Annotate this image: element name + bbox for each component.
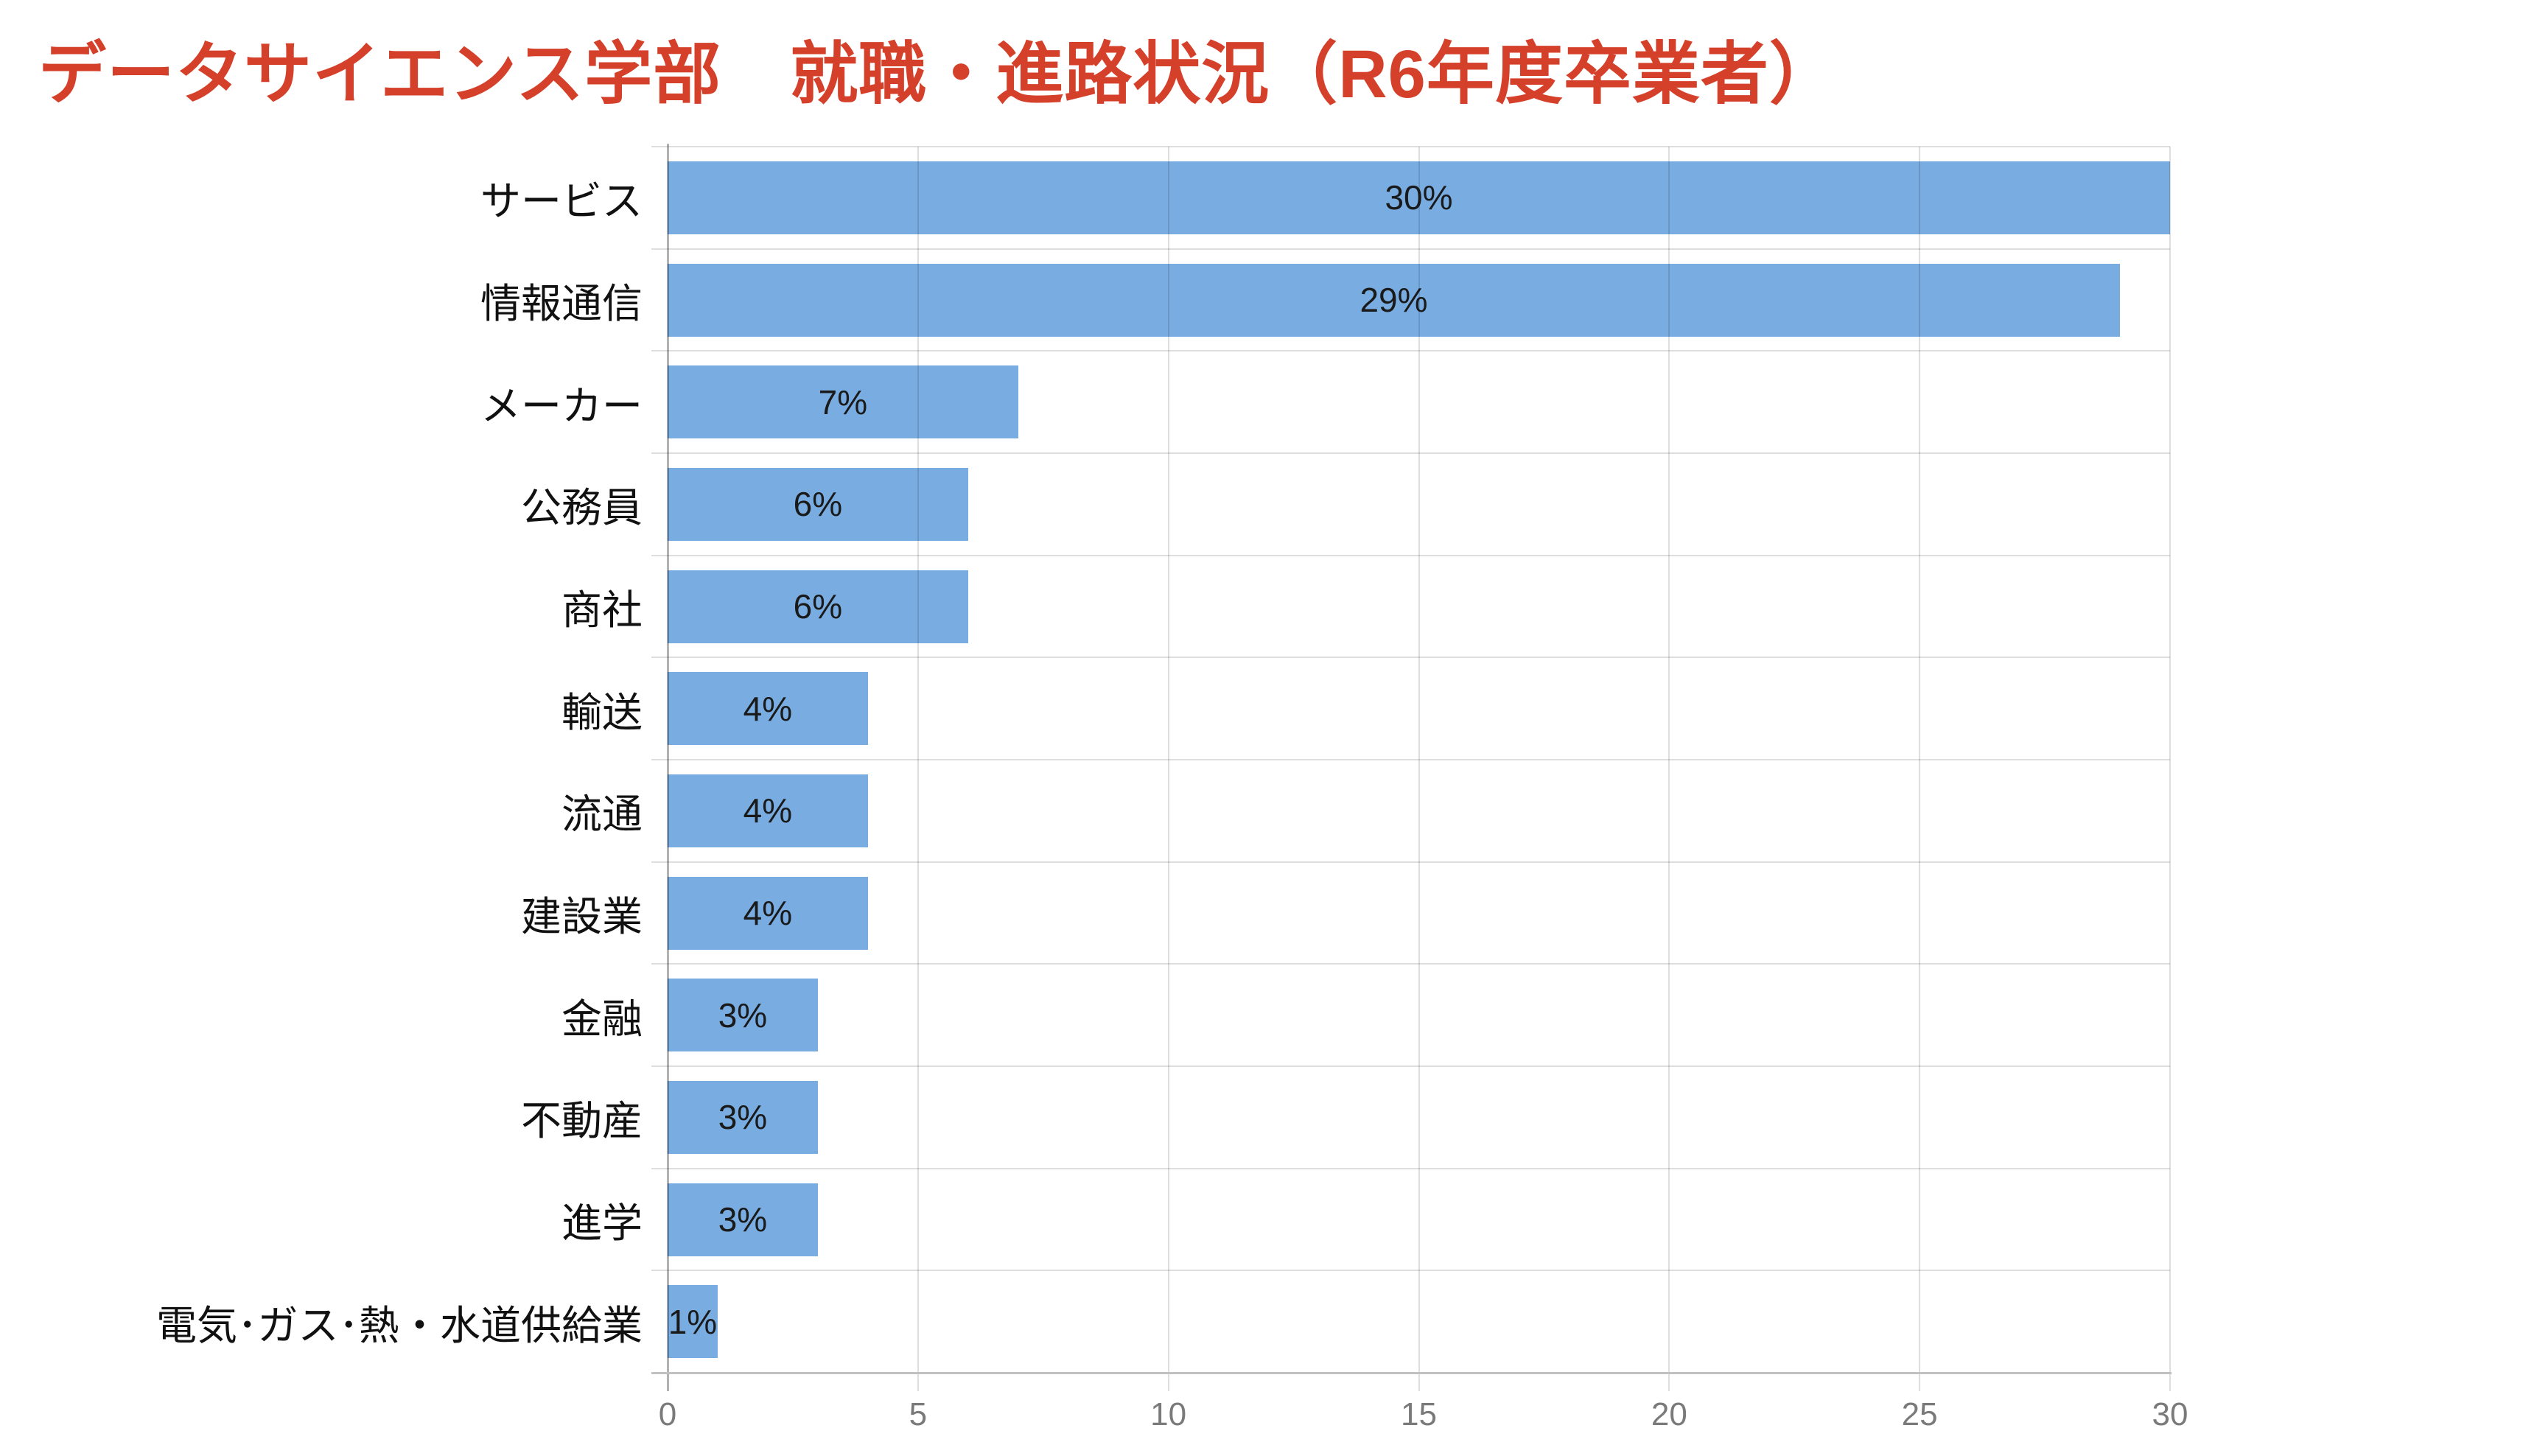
bar bbox=[668, 161, 2170, 234]
bar bbox=[668, 1080, 818, 1154]
bar-value-label: 6% bbox=[793, 485, 843, 524]
vertical-gridline bbox=[1668, 147, 1670, 1391]
category-label: 金融 bbox=[561, 995, 643, 1042]
row-gridline bbox=[651, 657, 2170, 659]
bar bbox=[668, 774, 868, 847]
x-tick-label: 25 bbox=[1901, 1396, 1938, 1432]
vertical-gridline bbox=[2169, 147, 2171, 1391]
chart-title: データサイエンス学部 就職・進路状況（R6年度卒業者） bbox=[38, 37, 1838, 112]
row-gridline bbox=[651, 861, 2170, 863]
bar bbox=[668, 1285, 718, 1359]
bar bbox=[668, 467, 968, 541]
row-gridline bbox=[651, 1065, 2170, 1067]
category-label: メーカー bbox=[480, 382, 643, 429]
row-gridline bbox=[651, 350, 2170, 352]
category-label: 公務員 bbox=[520, 485, 643, 531]
category-label: 情報通信 bbox=[480, 281, 643, 326]
zero-axis-gridline bbox=[666, 144, 669, 1391]
bar-value-label: 3% bbox=[718, 1200, 768, 1239]
bar-value-label: 4% bbox=[743, 689, 793, 728]
row-gridline bbox=[651, 248, 2170, 250]
x-tick-label: 0 bbox=[658, 1396, 677, 1432]
bar-value-label: 3% bbox=[718, 995, 768, 1035]
bar bbox=[668, 876, 868, 950]
row-gridline bbox=[651, 146, 2170, 147]
row-gridline bbox=[651, 963, 2170, 965]
vertical-gridline bbox=[1919, 147, 1921, 1391]
x-tick-label: 15 bbox=[1401, 1396, 1437, 1432]
x-axis-line bbox=[651, 1371, 2172, 1374]
bar bbox=[668, 365, 1018, 439]
x-tick-label: 30 bbox=[2152, 1396, 2188, 1432]
bar-value-label: 1% bbox=[668, 1302, 718, 1341]
bar-value-label: 6% bbox=[793, 587, 843, 626]
row-gridline bbox=[651, 1270, 2170, 1272]
x-tick-label: 20 bbox=[1651, 1396, 1687, 1432]
x-tick-label: 10 bbox=[1150, 1396, 1187, 1432]
bar bbox=[668, 1183, 818, 1256]
category-label: 輸送 bbox=[561, 689, 643, 735]
category-label: 電気･ガス･熱・水道供給業 bbox=[155, 1302, 643, 1348]
row-gridline bbox=[651, 1167, 2170, 1169]
bar-value-label: 4% bbox=[743, 791, 793, 830]
category-label: サービス bbox=[480, 178, 643, 225]
row-gridline bbox=[651, 554, 2170, 556]
vertical-gridline bbox=[1418, 147, 1420, 1391]
bar-value-label: 29% bbox=[1360, 281, 1428, 319]
bar-value-label: 30% bbox=[1385, 178, 1453, 217]
bar-value-label: 4% bbox=[743, 894, 793, 932]
bar-value-label: 7% bbox=[818, 382, 868, 421]
bar-value-label: 3% bbox=[718, 1098, 768, 1137]
category-label: 流通 bbox=[561, 791, 643, 838]
bar bbox=[668, 570, 968, 643]
category-label: 進学 bbox=[561, 1200, 643, 1246]
x-tick-label: 5 bbox=[909, 1396, 928, 1432]
bar bbox=[668, 979, 818, 1052]
category-label: 商社 bbox=[561, 587, 643, 633]
vertical-gridline bbox=[917, 147, 919, 1391]
category-label: 不動産 bbox=[520, 1098, 643, 1144]
bar bbox=[668, 672, 868, 746]
vertical-gridline bbox=[1167, 147, 1169, 1391]
row-gridline bbox=[651, 452, 2170, 454]
bar bbox=[668, 263, 2121, 337]
category-label: 建設業 bbox=[520, 894, 643, 939]
row-gridline bbox=[651, 759, 2170, 760]
